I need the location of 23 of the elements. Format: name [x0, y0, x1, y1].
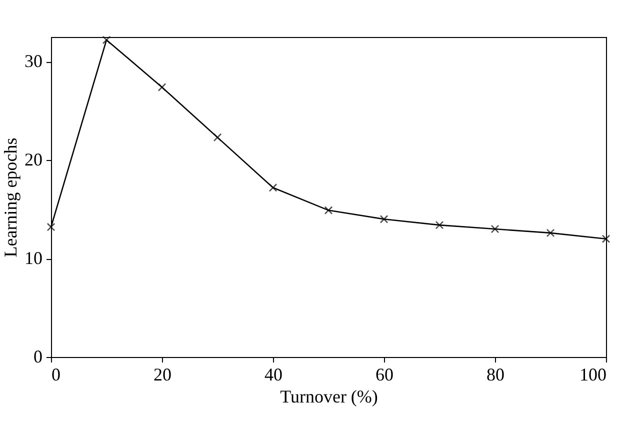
y-tick-label: 30	[24, 51, 42, 72]
point	[324, 206, 333, 214]
point	[268, 183, 278, 192]
x-tick-label: 20	[154, 364, 172, 384]
y-tick-label: 0	[34, 346, 42, 366]
y-tick-label: 20	[24, 150, 42, 170]
point	[46, 222, 56, 232]
point	[380, 214, 388, 224]
point	[490, 224, 500, 234]
x-tick-label: 0	[52, 364, 60, 384]
point	[158, 83, 166, 92]
point	[546, 228, 555, 238]
x-tick-label: 40	[264, 364, 282, 384]
y-tick-label: 10	[24, 248, 42, 268]
x-tick-label: 80	[486, 364, 504, 384]
point	[602, 234, 610, 244]
x-tick-label: 60	[376, 364, 394, 384]
x-tick-label: 100	[580, 364, 606, 384]
point	[102, 36, 111, 44]
y-axis-title: Learning epochs	[0, 138, 20, 258]
point	[213, 133, 222, 142]
point	[435, 220, 444, 230]
x-axis-title: Turnover (%)	[280, 386, 378, 406]
